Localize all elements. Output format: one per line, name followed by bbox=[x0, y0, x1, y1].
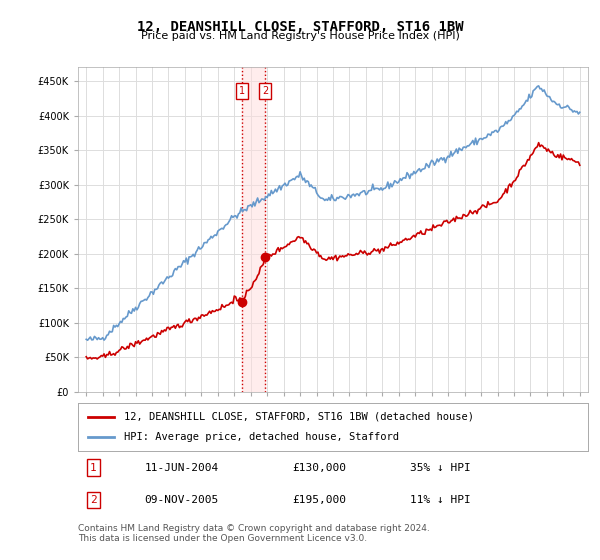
Text: 12, DEANSHILL CLOSE, STAFFORD, ST16 1BW (detached house): 12, DEANSHILL CLOSE, STAFFORD, ST16 1BW … bbox=[124, 412, 474, 422]
Text: £195,000: £195,000 bbox=[292, 495, 346, 505]
Text: HPI: Average price, detached house, Stafford: HPI: Average price, detached house, Staf… bbox=[124, 432, 399, 442]
Text: £130,000: £130,000 bbox=[292, 463, 346, 473]
Bar bbox=[242, 67, 265, 392]
Text: 1: 1 bbox=[238, 86, 245, 96]
Text: 2: 2 bbox=[262, 86, 268, 96]
Text: 2: 2 bbox=[90, 495, 97, 505]
Text: 11-JUN-2004: 11-JUN-2004 bbox=[145, 463, 218, 473]
Text: 12, DEANSHILL CLOSE, STAFFORD, ST16 1BW: 12, DEANSHILL CLOSE, STAFFORD, ST16 1BW bbox=[137, 20, 463, 34]
Text: 1: 1 bbox=[90, 463, 97, 473]
Text: Price paid vs. HM Land Registry's House Price Index (HPI): Price paid vs. HM Land Registry's House … bbox=[140, 31, 460, 41]
Text: 35% ↓ HPI: 35% ↓ HPI bbox=[409, 463, 470, 473]
Text: 11% ↓ HPI: 11% ↓ HPI bbox=[409, 495, 470, 505]
Text: 09-NOV-2005: 09-NOV-2005 bbox=[145, 495, 218, 505]
Text: Contains HM Land Registry data © Crown copyright and database right 2024.
This d: Contains HM Land Registry data © Crown c… bbox=[78, 524, 430, 543]
